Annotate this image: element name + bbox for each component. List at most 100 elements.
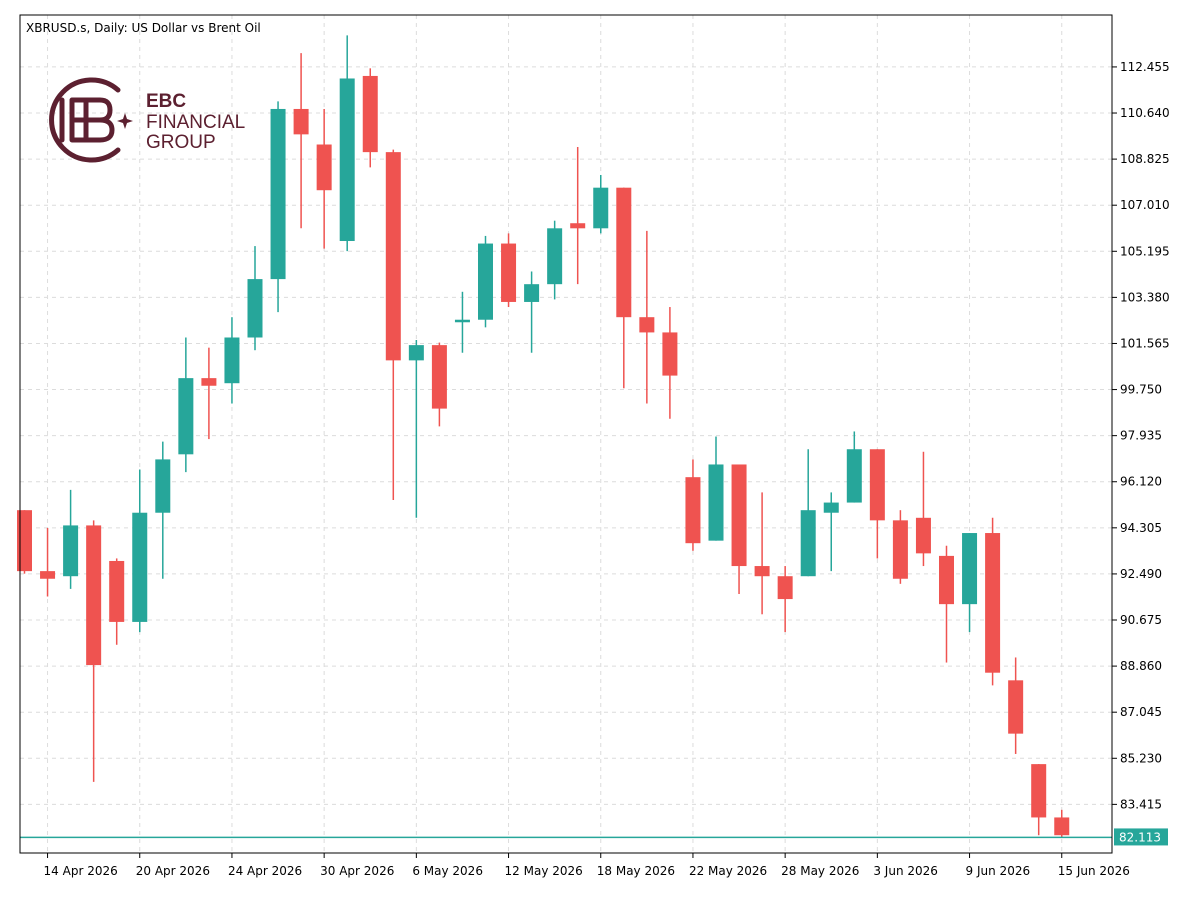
candle-body	[570, 223, 586, 229]
candle-body	[1054, 817, 1070, 836]
candle-bullish	[408, 340, 424, 518]
candle-bullish	[270, 101, 286, 313]
candle-body	[86, 525, 102, 666]
candle-bearish	[1054, 809, 1070, 838]
candle-body	[800, 510, 816, 577]
candle-bearish	[616, 187, 632, 389]
candle-bullish	[155, 441, 171, 579]
candle-bearish	[939, 545, 954, 663]
candle-bullish	[800, 449, 816, 577]
candle-body	[408, 345, 424, 361]
candle-body	[224, 337, 240, 384]
logo-text-financial: FINANCIAL	[146, 112, 245, 133]
y-tick-label: 90.675	[1120, 613, 1162, 627]
y-tick-label: 110.640	[1120, 106, 1170, 120]
candle-body	[915, 517, 931, 554]
candle-bearish	[777, 566, 793, 633]
candle-body	[593, 187, 609, 229]
x-tick-label: 3 Jun 2026	[873, 864, 938, 878]
y-tick-label: 97.935	[1120, 429, 1162, 443]
candle-bullish	[339, 35, 355, 252]
grid	[20, 15, 1112, 853]
x-tick-label: 30 Apr 2026	[320, 864, 394, 878]
y-tick-label: 99.750	[1120, 383, 1162, 397]
candle-body	[501, 243, 517, 302]
plot-frame	[19, 14, 1113, 854]
candle-bearish	[915, 451, 931, 567]
candle-body	[869, 449, 885, 521]
candle-body	[362, 75, 378, 153]
candle-body	[962, 533, 978, 605]
candle-bullish	[454, 291, 470, 353]
x-tick-label: 24 Apr 2026	[228, 864, 302, 878]
candle-bullish	[708, 436, 724, 541]
y-tick-label: 88.860	[1120, 659, 1162, 673]
x-tick-label: 20 Apr 2026	[136, 864, 210, 878]
current-price-tag: 82.113	[1114, 828, 1168, 846]
y-tick-label: 83.415	[1120, 797, 1162, 811]
candle-bullish	[524, 271, 540, 353]
candle-bullish	[846, 431, 862, 503]
candle-body	[270, 108, 286, 280]
candle-body	[892, 520, 908, 579]
candle-body	[431, 345, 447, 409]
candle-bullish	[247, 246, 263, 351]
candle-body	[662, 332, 678, 376]
y-axis: 112.455 110.640 108.825 107.010 105.195 103.3…	[1112, 60, 1170, 811]
candle-bullish	[478, 235, 493, 328]
candle-body	[524, 284, 540, 302]
candle-body	[639, 317, 655, 333]
candle-body	[846, 449, 862, 503]
ebc-monogram-icon	[49, 77, 121, 163]
current-price-tag-bg	[1114, 828, 1168, 846]
x-tick-label: 28 May 2026	[781, 864, 859, 878]
y-tick-label: 85.230	[1120, 751, 1162, 765]
candle-bearish	[40, 527, 56, 597]
candle-body	[731, 464, 747, 567]
candle-body	[17, 510, 32, 572]
candle-bearish	[385, 149, 401, 501]
candle-body	[1008, 680, 1024, 734]
candle-bearish	[685, 459, 701, 551]
candle-body	[454, 319, 470, 323]
candle-bearish	[109, 558, 125, 645]
candle-body	[178, 378, 194, 455]
candle-body	[823, 502, 839, 513]
candle-body	[385, 152, 401, 361]
candle-bearish	[731, 464, 747, 594]
candle-bearish	[754, 492, 770, 615]
y-tick-label: 87.045	[1120, 705, 1162, 719]
candle-body	[40, 571, 56, 579]
candle-bearish	[201, 347, 217, 440]
y-tick-label: 92.490	[1120, 567, 1162, 581]
candle-body	[939, 555, 954, 605]
x-tick-label: 22 May 2026	[689, 864, 767, 878]
candle-body	[132, 512, 148, 622]
candle-bearish	[17, 510, 32, 574]
y-tick-label: 96.120	[1120, 475, 1162, 489]
y-tick-label: 107.010	[1120, 198, 1170, 212]
candle-bullish	[132, 469, 148, 633]
candle-bearish	[662, 307, 678, 419]
logo-text-ebc: EBC	[146, 91, 186, 112]
x-tick-label: 15 Jun 2026	[1058, 864, 1130, 878]
candle-bullish	[593, 174, 609, 234]
candle-bearish	[362, 68, 378, 168]
y-tick-label: 112.455	[1120, 60, 1170, 74]
candle-body	[201, 378, 217, 386]
y-tick-label: 105.195	[1120, 244, 1170, 258]
x-tick-label: 14 Apr 2026	[44, 864, 118, 878]
candle-body	[685, 477, 701, 544]
candle-body	[478, 243, 493, 320]
x-axis: 14 Apr 2026 20 Apr 2026 24 Apr 2026 30 Apr …	[44, 853, 1130, 878]
candle-body	[708, 464, 724, 541]
candle-bullish	[823, 492, 839, 572]
candle-bearish	[86, 520, 102, 782]
candle-body	[754, 566, 770, 577]
candle-bearish	[869, 449, 885, 559]
candle-body	[316, 144, 332, 191]
candle-bearish	[985, 517, 1001, 686]
candle-bullish	[224, 317, 240, 404]
